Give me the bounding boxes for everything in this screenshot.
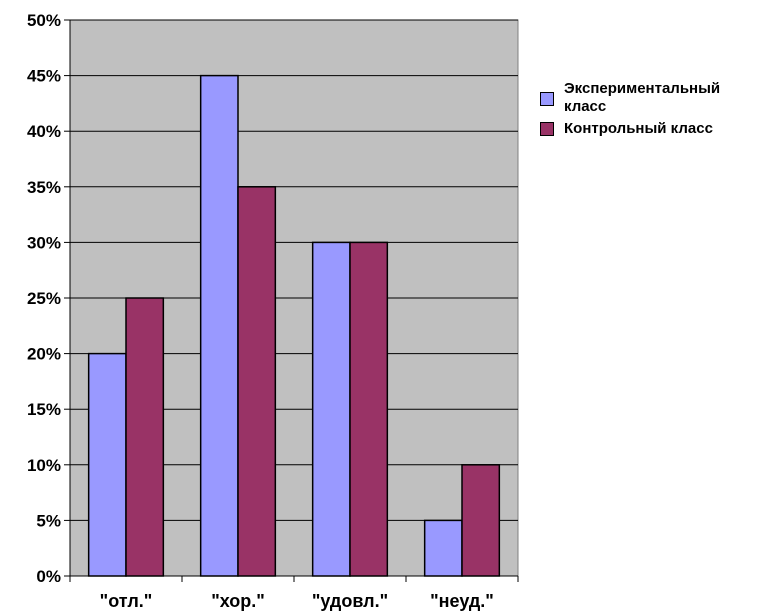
bar-control-0 bbox=[125, 297, 165, 577]
y-tick-label: 35% bbox=[27, 178, 61, 197]
bar-control-3 bbox=[461, 464, 501, 577]
legend-label-experimental-line2: класс bbox=[564, 98, 607, 115]
x-tick-label: "хор." bbox=[211, 591, 265, 611]
legend-label-experimental-line1: Экспериментальный bbox=[564, 80, 721, 97]
y-tick-label: 50% bbox=[27, 11, 61, 30]
legend-label-control: Контрольный класс bbox=[564, 120, 713, 137]
y-tick-label: 45% bbox=[27, 67, 61, 86]
legend-item-control: Контрольный класс bbox=[540, 120, 770, 138]
y-tick-label: 5% bbox=[36, 511, 61, 530]
y-tick-label: 20% bbox=[27, 345, 61, 364]
legend-swatch-experimental bbox=[540, 92, 554, 106]
chart-legend: Экспериментальный класс Контрольный клас… bbox=[540, 80, 770, 142]
bar-control-2 bbox=[349, 241, 389, 577]
y-tick-label: 30% bbox=[27, 233, 61, 252]
bar-experimental-2 bbox=[311, 241, 351, 577]
y-tick-label: 15% bbox=[27, 400, 61, 419]
y-tick-label: 40% bbox=[27, 122, 61, 141]
bar-experimental-3 bbox=[423, 519, 463, 577]
bar-control-1 bbox=[237, 186, 277, 577]
bar-experimental-1 bbox=[199, 74, 239, 577]
x-tick-label: "неуд." bbox=[430, 591, 494, 611]
bar-experimental-0 bbox=[87, 352, 127, 577]
y-tick-label: 0% bbox=[36, 567, 61, 586]
legend-item-experimental: Экспериментальный класс bbox=[540, 80, 770, 116]
x-tick-label: "отл." bbox=[100, 591, 153, 611]
legend-swatch-control bbox=[540, 122, 554, 136]
y-tick-label: 25% bbox=[27, 289, 61, 308]
x-tick-label: "удовл." bbox=[312, 591, 388, 611]
y-tick-label: 10% bbox=[27, 456, 61, 475]
